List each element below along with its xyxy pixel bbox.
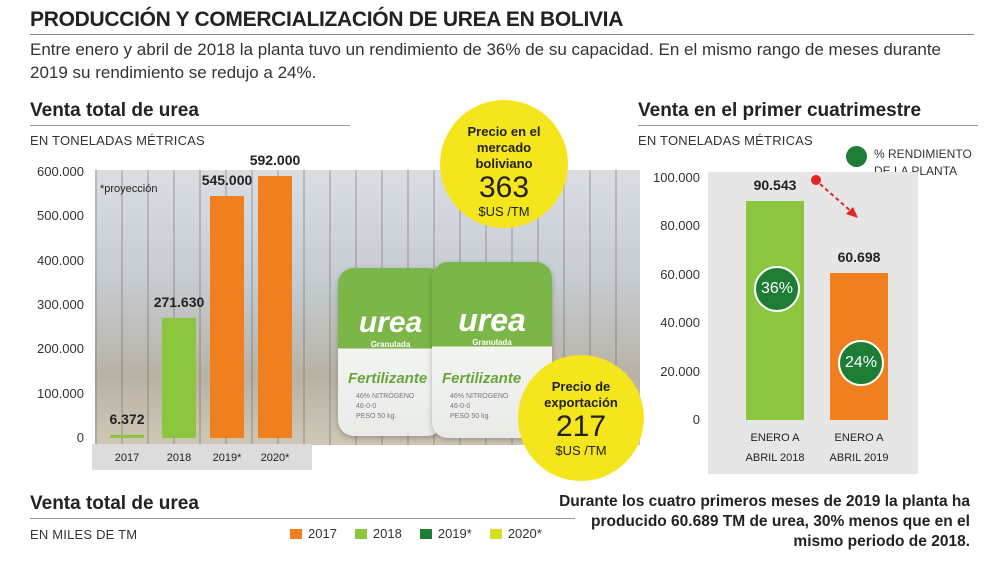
price-export-unit: $US /TM (555, 443, 607, 458)
y-tick-label: 40.000 (660, 315, 700, 331)
sack-fertilizante: Fertilizante (348, 370, 428, 387)
legend-item: 2019* (419, 526, 472, 541)
bar-2019 (210, 196, 244, 438)
sack-fertilizante: Fertilizante (442, 370, 522, 387)
title-divider (30, 34, 974, 35)
decrease-arrow-icon (811, 175, 858, 218)
y-tick-label: 200.000 (37, 341, 84, 357)
legend-item: 2017 (290, 526, 337, 541)
right-chart-divider (638, 125, 978, 126)
y-tick-label: 300.000 (37, 297, 84, 312)
legend-item: 2018 (354, 526, 402, 541)
x-tick-label: 2017 (114, 452, 140, 464)
legend-label: 2020* (507, 526, 542, 541)
value-label: 592.000 (249, 151, 301, 168)
sack-spec-3: PESO 50 kg. (450, 413, 491, 420)
bottom-legend: 2017 2018 2019* 2020* (290, 526, 560, 542)
sack-granulada: Granulada (370, 340, 411, 349)
sack-spec-2: 46-0-0 (450, 403, 471, 410)
x-tick-label: 2018 (166, 452, 192, 464)
urea-sack-image: urea Granulada Fertilizante 46% NITRÓGEN… (338, 268, 443, 436)
rendimiento-badge: 36% (754, 266, 800, 312)
price-local-label: Precio en el mercado boliviano (467, 124, 541, 171)
bottom-section-unit: EN MILES DE TM (30, 527, 138, 542)
legend-swatch (489, 528, 502, 539)
y-tick-label: 0 (692, 412, 700, 427)
legend-swatch (354, 528, 367, 539)
legend-swatch (419, 528, 432, 539)
legend-label: 2019* (437, 526, 472, 541)
legend-label: 2018 (372, 526, 402, 541)
bar-2017 (110, 435, 144, 438)
right-chart-title: Venta en el primer cuatrimestre (638, 100, 922, 121)
legend-item: 2020* (489, 526, 542, 541)
x-tick-label: 2020* (260, 452, 290, 464)
price-export-bubble: Precio de exportación 217 $US /TM (518, 355, 644, 481)
price-export-value: 217 (555, 410, 607, 443)
left-chart-divider (30, 125, 350, 126)
rendimiento-legend-dot (846, 146, 867, 167)
bottom-section-divider (30, 518, 575, 519)
sack-spec-1: 46% NITRÓGENO (356, 393, 415, 400)
sack-brand: urea (358, 306, 423, 339)
bar-2018 (162, 317, 196, 438)
bar-2020 (258, 175, 292, 438)
y-tick-label: 20.000 (660, 363, 700, 379)
main-title: PRODUCCIÓN Y COMERCIALIZACIÓN DE UREA EN… (30, 8, 624, 31)
y-tick-label: 100.000 (37, 385, 84, 401)
x-tick-label: 2019* (212, 452, 242, 464)
rendimiento-badge: 24% (838, 340, 884, 386)
x-tick-label: ENERO A (750, 432, 800, 444)
y-tick-label: 500.000 (37, 208, 84, 224)
sack-granulada: Granulada (472, 338, 512, 347)
legend-label: 2017 (308, 526, 337, 541)
left-chart-unit: EN TONELADAS MÉTRICAS (30, 133, 205, 148)
conclusion-text: Durante los cuatro primeros meses de 201… (559, 493, 970, 550)
projection-note: *proyección (100, 183, 158, 195)
price-local-value: 363 (478, 171, 530, 204)
price-local-unit: $US /TM (478, 204, 530, 219)
y-tick-label: 80.000 (660, 218, 700, 234)
value-label: 60.698 (837, 249, 881, 266)
left-chart-title: Venta total de urea (30, 100, 199, 121)
x-tick-label: ABRIL 2018 (745, 452, 805, 464)
y-tick-label: 60.000 (660, 266, 700, 282)
y-tick-label: 400.000 (37, 252, 84, 268)
bottom-section-title: Venta total de urea (30, 493, 199, 514)
y-tick-label: 600.000 (37, 164, 84, 179)
x-axis-band (92, 444, 312, 470)
y-tick-label: 0 (76, 430, 84, 445)
value-label: 90.543 (753, 176, 797, 193)
right-chart-unit: EN TONELADAS MÉTRICAS (638, 133, 813, 148)
sack-spec-2: 46-0-0 (356, 403, 377, 410)
value-label: 6.372 (109, 411, 145, 427)
x-tick-label: ENERO A (834, 432, 884, 444)
sack-spec-3: PESO 50 kg. (356, 413, 397, 420)
y-tick-label: 100.000 (653, 170, 700, 185)
value-label: 545.000 (201, 172, 253, 189)
price-local-bubble: Precio en el mercado boliviano 363 $US /… (440, 100, 568, 228)
x-tick-label: ABRIL 2019 (829, 452, 889, 464)
intro-text: Entre enero y abril de 2018 la planta tu… (30, 40, 942, 82)
value-label: 271.630 (153, 293, 205, 310)
legend-swatch (290, 528, 302, 539)
price-export-label: Precio de exportación (544, 379, 618, 410)
sack-brand: urea (458, 302, 526, 338)
sack-spec-1: 46% NITRÓGENO (450, 393, 509, 400)
